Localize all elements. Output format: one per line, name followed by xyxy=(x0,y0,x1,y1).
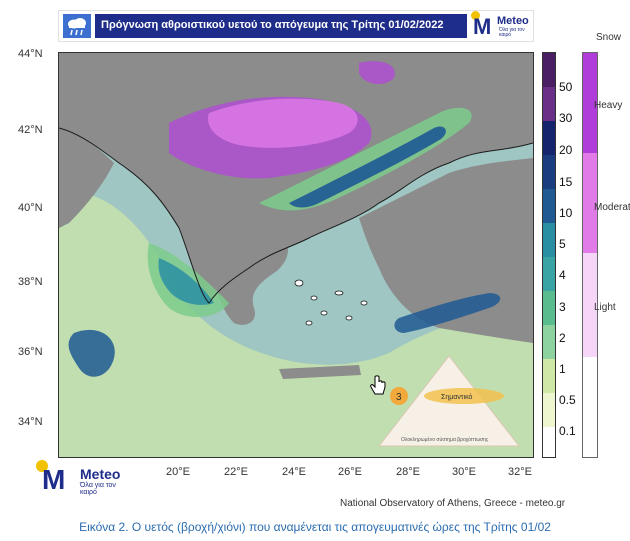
cb-seg-1 xyxy=(543,359,555,393)
cb-seg-15 xyxy=(543,155,555,189)
header-logo: M Meteo Όλα για τον καιρό xyxy=(471,11,533,41)
cb-seg-3 xyxy=(543,291,555,325)
cb-label-10: 10 xyxy=(559,206,573,220)
coastline xyxy=(59,127,533,304)
cb-seg-20 xyxy=(543,121,555,155)
cb-seg-0-5 xyxy=(543,393,555,427)
map-title: Πρόγνωση αθροιστικού υετού το απόγευμα τ… xyxy=(101,19,444,31)
cb-seg-50 xyxy=(543,53,555,87)
snow-label-moderate: Moderate xyxy=(594,202,630,213)
bottom-logo-tagline: Όλα για τον καιρό xyxy=(80,482,116,497)
hand-cursor-icon xyxy=(370,375,386,395)
cb-seg-5 xyxy=(543,223,555,257)
bottom-logo: M Meteo Όλα για τον καιρό xyxy=(36,460,126,496)
precipitation-map: 3 Σημαντικό Ολοκληρωμένο σύστημα βροχόπτ… xyxy=(58,52,534,458)
lon-label-28: 28°E xyxy=(396,466,420,478)
cb-label-4: 4 xyxy=(559,268,566,282)
snow-moderate-north xyxy=(208,98,358,148)
sun-icon xyxy=(471,11,480,20)
risk-level: 3 xyxy=(396,392,402,403)
light-precip-sea xyxy=(59,192,533,457)
snow-seg-light xyxy=(583,253,597,357)
risk-label: Σημαντικό xyxy=(441,393,473,401)
land-italy xyxy=(59,128,114,228)
cb-label-2: 2 xyxy=(559,331,566,345)
cb-seg-10 xyxy=(543,189,555,223)
risk-footer: Ολοκληρωμένο σύστημα βροχόπτωσης xyxy=(401,436,489,443)
land-greece xyxy=(206,227,289,325)
snow-cap-northeast xyxy=(359,61,395,85)
blue-blob-southwest xyxy=(68,329,115,377)
land-crete xyxy=(279,365,361,379)
snow-title: Snow xyxy=(596,32,622,43)
lon-label-32: 32°E xyxy=(508,466,532,478)
lat-label-42: 42°N xyxy=(18,124,43,136)
rain-cloud-icon xyxy=(63,14,91,38)
lon-label-24: 24°E xyxy=(282,466,306,478)
cb-label-0-1: 0.1 xyxy=(559,424,576,438)
cb-seg-2 xyxy=(543,325,555,359)
cb-label-1: 1 xyxy=(559,362,566,376)
blue-band-east xyxy=(289,126,446,208)
cb-label-30: 30 xyxy=(559,111,573,125)
m-logo-icon: M xyxy=(473,14,492,39)
lon-label-22: 22°E xyxy=(224,466,248,478)
blue-band-southeast xyxy=(394,293,501,333)
snow-seg-heavy xyxy=(583,53,597,153)
logo-tagline: Όλα για τον καιρό xyxy=(499,27,525,39)
cb-seg-4 xyxy=(543,257,555,291)
lat-label-34: 34°N xyxy=(18,416,43,428)
cb-label-20: 20 xyxy=(559,143,573,157)
lat-label-36: 36°N xyxy=(18,346,43,358)
sun-icon xyxy=(36,460,48,472)
teal-band-west xyxy=(158,258,214,305)
lon-label-30: 30°E xyxy=(452,466,476,478)
lat-label-40: 40°N xyxy=(18,202,43,214)
cb-label-3: 3 xyxy=(559,300,566,314)
risk-legend: 3 Σημαντικό Ολοκληρωμένο σύστημα βροχόπτ… xyxy=(377,355,521,447)
green-band-east xyxy=(259,107,472,211)
snow-label-heavy: Heavy xyxy=(594,100,623,111)
cb-seg-0-1 xyxy=(543,427,555,457)
snow-colorbar xyxy=(582,52,598,458)
aegean-islands xyxy=(294,279,368,326)
map-header: Πρόγνωση αθροιστικού υετού το απόγευμα τ… xyxy=(58,10,534,42)
snow-seg-moderate xyxy=(583,153,597,253)
snow-label-light: Light xyxy=(594,302,616,313)
cb-label-0-5: 0.5 xyxy=(559,393,576,407)
snow-seg-none xyxy=(583,357,597,457)
lon-label-26: 26°E xyxy=(338,466,362,478)
cb-label-15: 15 xyxy=(559,175,573,189)
cb-label-5: 5 xyxy=(559,237,566,251)
lat-label-38: 38°N xyxy=(18,276,43,288)
m-logo-icon: M xyxy=(42,464,66,495)
bottom-logo-brand: Meteo xyxy=(80,466,121,482)
title-background xyxy=(95,14,467,38)
cb-seg-30 xyxy=(543,87,555,121)
lat-label-44: 44°N xyxy=(18,48,43,60)
lon-label-20: 20°E xyxy=(166,466,190,478)
figure-caption: Εικόνα 2. Ο υετός (βροχή/χιόνι) που αναμ… xyxy=(79,520,551,534)
logo-brand: Meteo xyxy=(497,15,529,27)
cb-label-50: 50 xyxy=(559,80,573,94)
land-balkans xyxy=(59,53,533,303)
credit-text: National Observatory of Athens, Greece -… xyxy=(340,498,566,509)
precip-colorbar xyxy=(542,52,556,458)
